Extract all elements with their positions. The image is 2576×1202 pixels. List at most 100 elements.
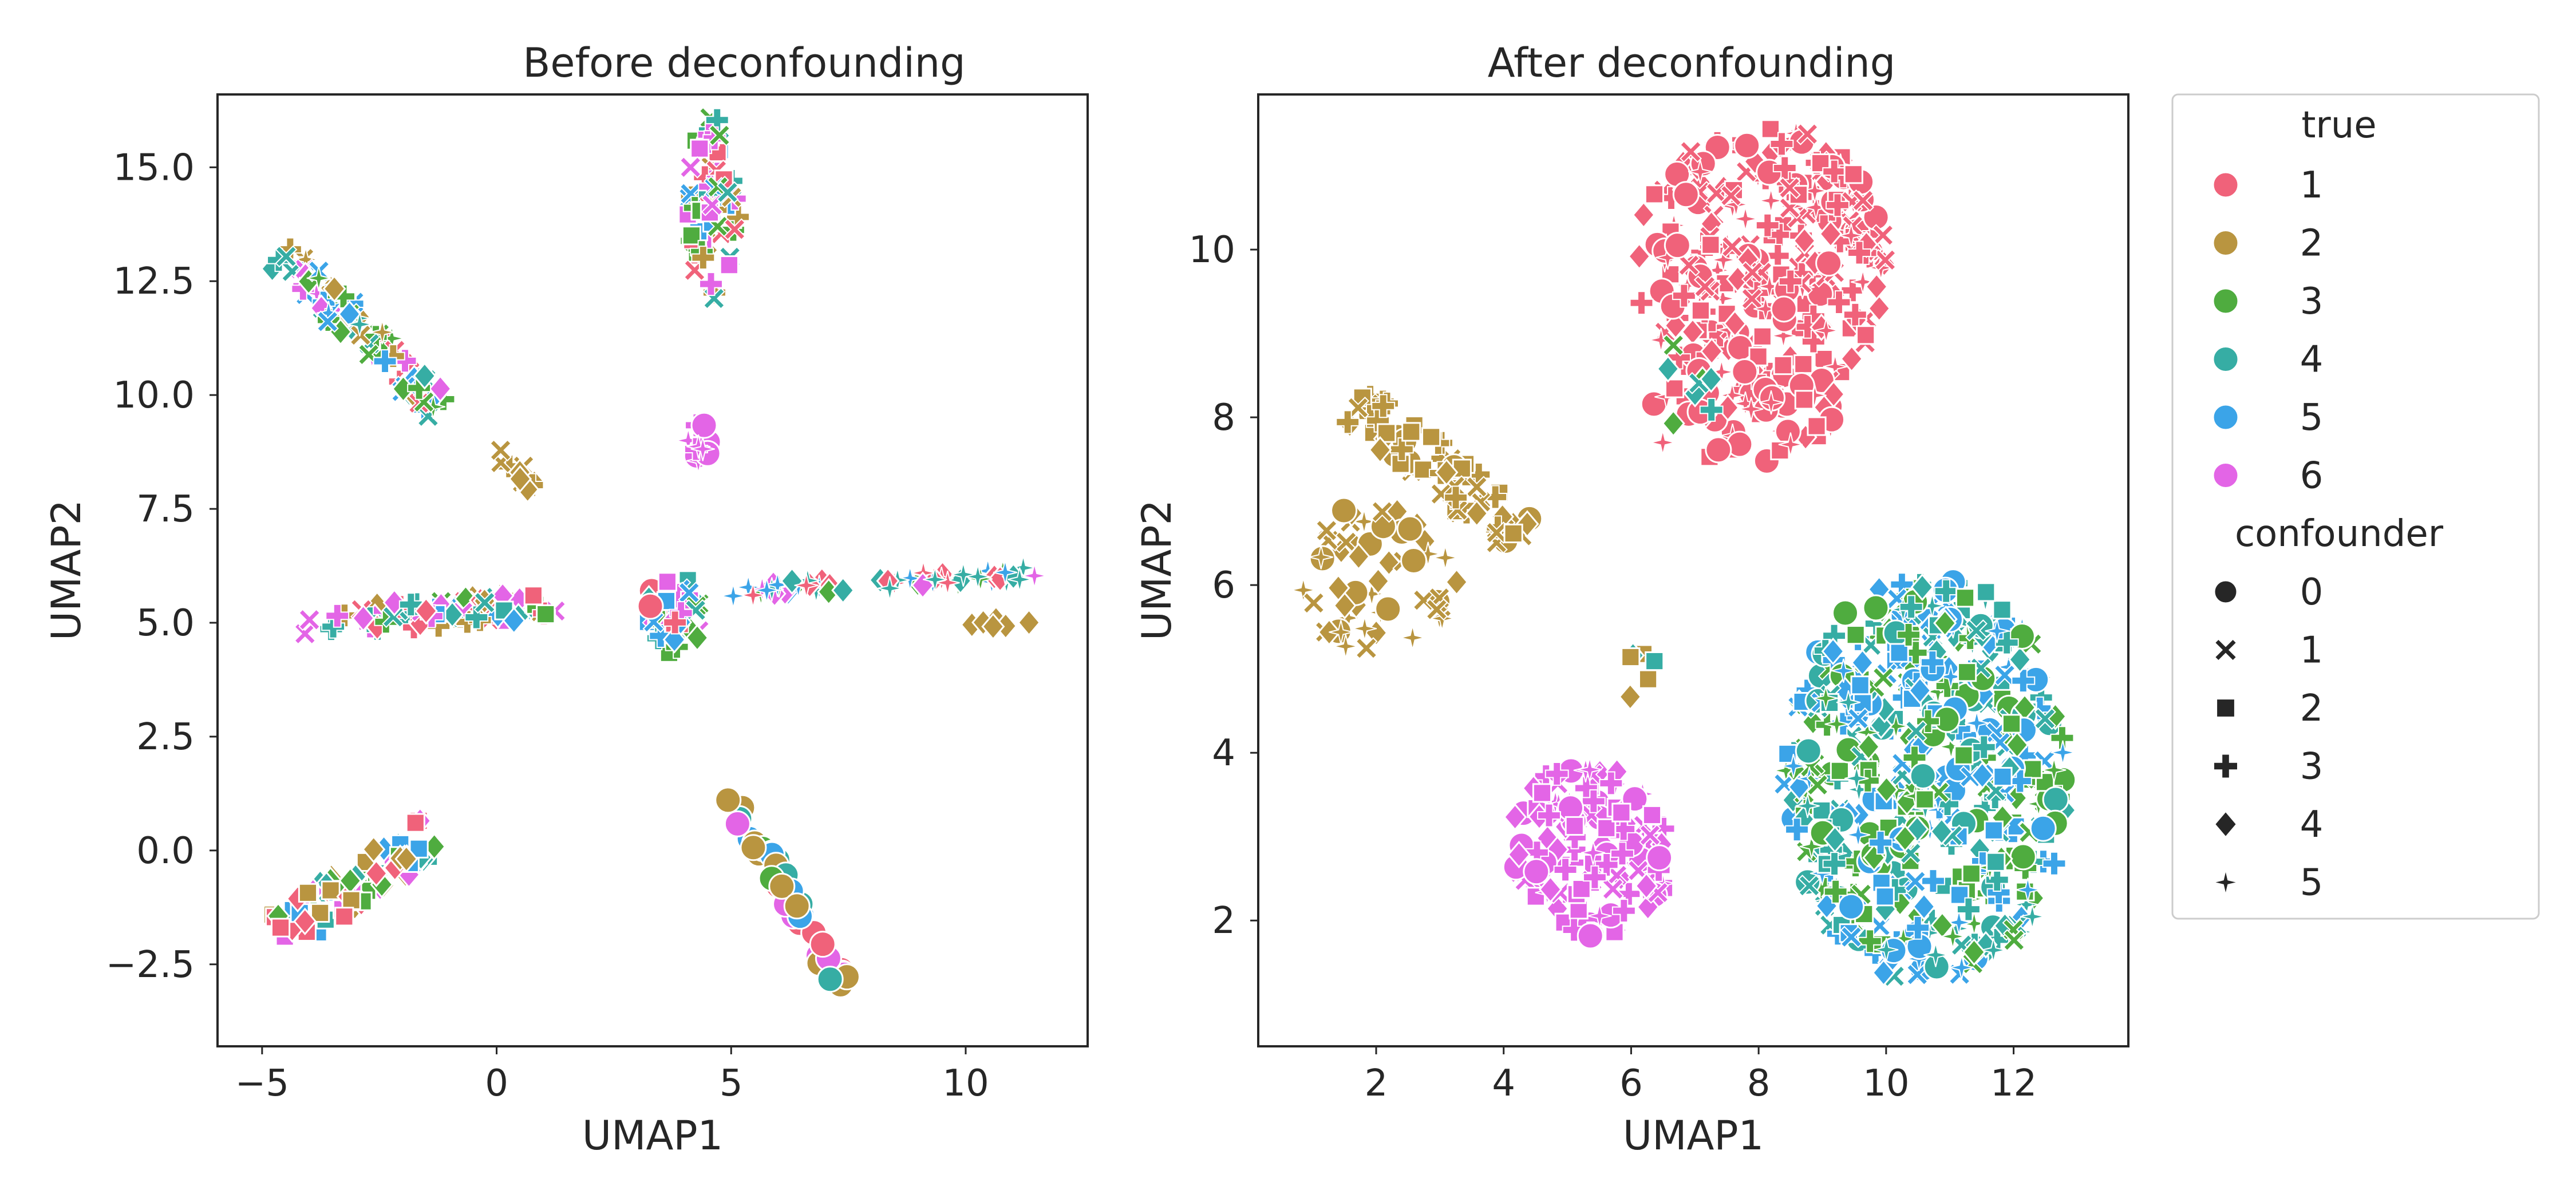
legend-hue-items: 1 2 3 4 5 6 (2212, 164, 2323, 497)
scatter-point (1611, 899, 1636, 923)
scatter-point (637, 592, 664, 620)
scatter-point (1904, 870, 1927, 893)
x-tick-label: −5 (235, 1062, 289, 1105)
scatter-point (1795, 737, 1822, 765)
scatter-point (394, 845, 418, 873)
scatter-point (1485, 521, 1508, 544)
y-tick-label: 15.0 (113, 147, 195, 189)
scatter-point (1778, 176, 1801, 199)
scatter-point (1962, 938, 1986, 966)
scatter-point (691, 246, 716, 270)
scatter-point (1564, 816, 1585, 836)
y-tick-label: 12.5 (113, 260, 195, 303)
legend-hue-swatch (2212, 171, 2239, 199)
scatter-point (1831, 658, 1856, 683)
scatter-point (1985, 868, 2009, 892)
x-tick-label: 8 (1747, 1062, 1771, 1105)
scatter-point (1699, 397, 1724, 422)
x-ticks-before: −5 0 5 10 (235, 1046, 989, 1105)
scatter-point (338, 300, 362, 328)
scatter-point (1976, 582, 1996, 602)
scatter-point (1396, 515, 1424, 543)
scatter-point (1425, 598, 1448, 621)
scatter-point (1875, 887, 1895, 907)
y-axis-label-before: UMAP2 (43, 500, 90, 640)
scatter-point (1553, 857, 1578, 882)
scatter-point (1778, 432, 1803, 457)
scatter-point (1636, 893, 1660, 921)
scatter-point (1672, 181, 1700, 208)
scatter-point (690, 412, 718, 439)
scatter-point (2016, 877, 2040, 902)
scatter-point (1934, 579, 1958, 603)
y-tick-label: 7.5 (136, 488, 195, 531)
scatter-point (1986, 880, 2011, 905)
legend-hue-swatch (2212, 404, 2239, 431)
y-tick-label: 8 (1212, 397, 1235, 439)
scatter-point (1839, 223, 1863, 248)
scatter-point (1368, 436, 1392, 464)
scatter-point (1836, 690, 1861, 715)
y-tick-label: 4 (1212, 732, 1235, 774)
y-axis-label-after: UMAP2 (1133, 500, 1180, 640)
x-ticks-after: 2 4 6 8 10 12 (1365, 1046, 2037, 1105)
scatter-point (413, 362, 437, 390)
legend-style-label: 5 (2300, 862, 2324, 904)
scatter-point (1523, 858, 1550, 885)
scatter-point (1778, 269, 1803, 294)
scatter-point (1823, 825, 1847, 853)
scatter-point (1806, 773, 1829, 796)
scatter-point (1994, 630, 2019, 655)
scatter-point (1627, 242, 1652, 271)
scatter-point (1400, 625, 1425, 650)
scatter-point (1844, 766, 1869, 791)
scatter-point (1374, 595, 1402, 623)
scatter-point (1634, 872, 1658, 900)
scatter-point (1801, 329, 1826, 354)
scatter-point (1333, 634, 1358, 659)
scatter-point (1656, 355, 1680, 383)
scatter-point (1731, 358, 1759, 385)
scatter-point (1709, 359, 1734, 385)
chart-title-after: After deconfounding (1488, 39, 1895, 86)
legend-style-title: confounder (2235, 513, 2444, 555)
scatter-point (1941, 924, 1965, 949)
scatter-point (690, 139, 710, 159)
scatter-point (1992, 600, 2012, 620)
legend-style-marker (2215, 698, 2236, 718)
scatter-point (1961, 864, 1981, 884)
scatter-point (719, 255, 739, 275)
scatter-point (1772, 156, 1797, 180)
scatter-point (298, 608, 321, 631)
scatter-point (1908, 677, 1932, 705)
scatter-point (1822, 159, 1847, 184)
scatter-point (1309, 545, 1333, 570)
scatter-point (1821, 637, 1845, 666)
scatter-point (1846, 823, 1871, 847)
scatter-point (405, 813, 425, 833)
scatter-point (1930, 817, 1954, 845)
scatter-point (1503, 803, 1527, 831)
legend-style-label: 3 (2300, 746, 2324, 788)
scatter-point (1792, 227, 1816, 255)
scatter-point (1644, 184, 1665, 204)
scatter-point (1840, 278, 1865, 303)
scatter-point (1965, 619, 1988, 642)
scatter-point (690, 437, 715, 461)
y-tick-label: 2.5 (136, 716, 195, 758)
scatter-point (351, 604, 376, 632)
x-tick-label: 2 (1365, 1062, 1388, 1105)
scatter-point (2042, 851, 2067, 876)
scatter-point (1733, 207, 1758, 231)
scatter-point (508, 465, 532, 493)
scatter-point (1812, 800, 1832, 821)
scatter-point (1465, 476, 1488, 499)
scatter-point (1315, 519, 1338, 542)
scatter-point (1832, 599, 1859, 627)
scatter-point (2008, 646, 2032, 674)
scatter-point (2042, 758, 2067, 782)
scatter-point (1814, 318, 1839, 343)
x-tick-label: 10 (1863, 1062, 1909, 1105)
plot-frame-after (1257, 93, 2129, 1047)
y-tick-label: 10 (1189, 229, 1235, 271)
